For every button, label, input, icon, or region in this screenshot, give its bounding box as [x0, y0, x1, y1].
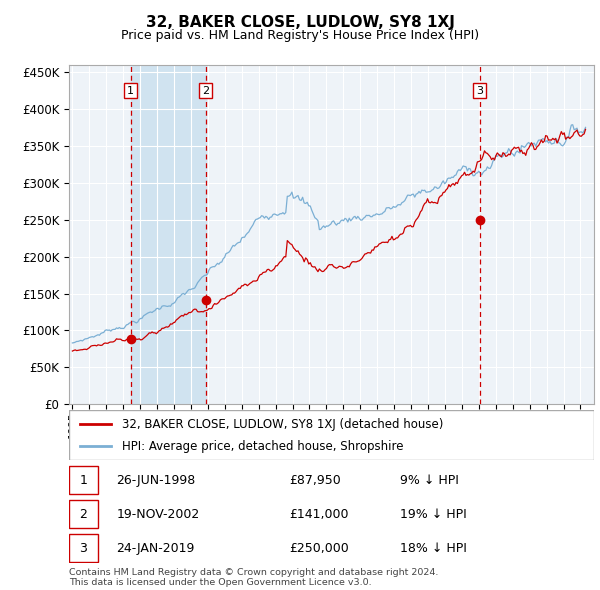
Text: 19% ↓ HPI: 19% ↓ HPI — [400, 508, 467, 521]
Text: 3: 3 — [79, 542, 87, 555]
Text: 1: 1 — [79, 474, 87, 487]
FancyBboxPatch shape — [69, 535, 98, 562]
Text: 9% ↓ HPI: 9% ↓ HPI — [400, 474, 458, 487]
Text: Price paid vs. HM Land Registry's House Price Index (HPI): Price paid vs. HM Land Registry's House … — [121, 30, 479, 42]
Text: 18% ↓ HPI: 18% ↓ HPI — [400, 542, 467, 555]
FancyBboxPatch shape — [69, 410, 594, 460]
Text: 2: 2 — [79, 508, 87, 521]
Text: 24-JAN-2019: 24-JAN-2019 — [116, 542, 194, 555]
Text: 32, BAKER CLOSE, LUDLOW, SY8 1XJ (detached house): 32, BAKER CLOSE, LUDLOW, SY8 1XJ (detach… — [121, 418, 443, 431]
Text: £250,000: £250,000 — [290, 542, 349, 555]
Bar — [131, 65, 206, 404]
Text: 3: 3 — [476, 86, 483, 96]
Text: £87,950: £87,950 — [290, 474, 341, 487]
Text: 2: 2 — [202, 86, 209, 96]
Text: 32, BAKER CLOSE, LUDLOW, SY8 1XJ: 32, BAKER CLOSE, LUDLOW, SY8 1XJ — [146, 15, 454, 30]
FancyBboxPatch shape — [69, 500, 98, 529]
Text: 26-JUN-1998: 26-JUN-1998 — [116, 474, 196, 487]
Text: Contains HM Land Registry data © Crown copyright and database right 2024.
This d: Contains HM Land Registry data © Crown c… — [69, 568, 439, 587]
Text: HPI: Average price, detached house, Shropshire: HPI: Average price, detached house, Shro… — [121, 440, 403, 453]
Text: 1: 1 — [127, 86, 134, 96]
FancyBboxPatch shape — [69, 466, 98, 494]
Text: £141,000: £141,000 — [290, 508, 349, 521]
Text: 19-NOV-2002: 19-NOV-2002 — [116, 508, 199, 521]
